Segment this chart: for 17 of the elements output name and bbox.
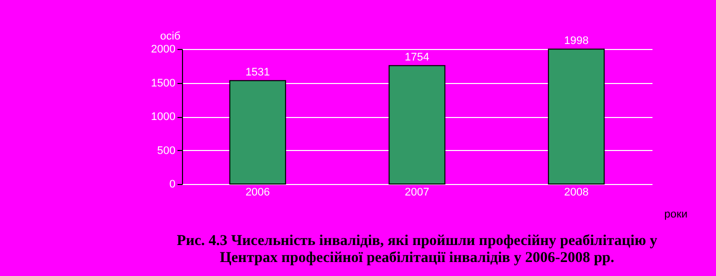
- x-tick-label: 2007: [404, 186, 430, 198]
- y-axis-title: осіб: [160, 30, 180, 42]
- x-tick-label: 2008: [564, 186, 589, 198]
- x-tick-label: 2006: [245, 186, 270, 198]
- y-tick-label: 500: [157, 144, 176, 157]
- bar: [548, 48, 605, 184]
- bar: [388, 65, 446, 184]
- data-label: 1531: [245, 66, 270, 79]
- data-label: 1754: [404, 52, 430, 64]
- y-tick-label: 2000: [151, 44, 176, 56]
- x-axis-title: роки: [664, 208, 688, 220]
- text: Рис. 4.3 Чисельність інвалідів, які пройшли професійну реабілітацію у Центрах професійної реабілітації інвалідів у 2006-2008 рр.: [176, 233, 658, 266]
- bar: [229, 80, 286, 184]
- y-tick-label: 1500: [151, 77, 176, 90]
- y-tick-label: 1000: [151, 111, 176, 123]
- data-label: 1998: [564, 35, 589, 48]
- y-tick-label: 0: [169, 178, 176, 190]
